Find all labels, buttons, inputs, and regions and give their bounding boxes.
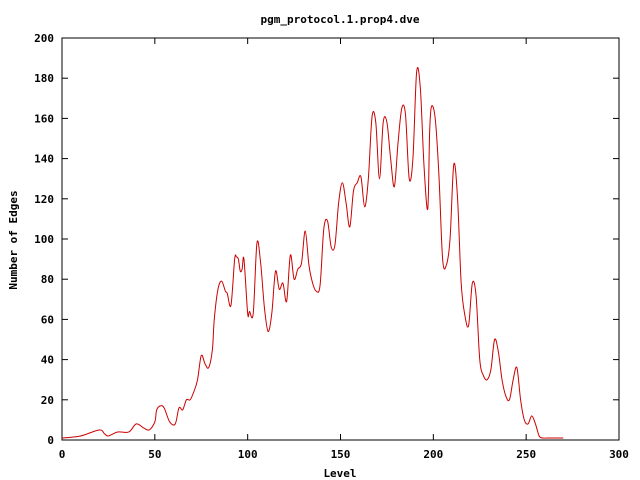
x-tick-label: 250	[516, 448, 536, 461]
x-tick-label: 150	[331, 448, 351, 461]
y-tick-label: 180	[34, 72, 54, 85]
x-tick-label: 50	[148, 448, 161, 461]
y-tick-label: 100	[34, 233, 54, 246]
y-tick-label: 20	[41, 394, 54, 407]
y-tick-label: 0	[47, 434, 54, 447]
x-tick-label: 200	[423, 448, 443, 461]
y-axis-label: Number of Edges	[7, 190, 20, 289]
x-axis-label: Level	[323, 467, 356, 480]
plot-area-border	[61, 37, 620, 441]
x-tick-label: 300	[609, 448, 629, 461]
y-tick-label: 80	[41, 273, 54, 286]
y-tick-label: 60	[41, 313, 54, 326]
chart-title: pgm_protocol.1.prop4.dve	[261, 13, 420, 26]
x-tick-label: 100	[238, 448, 258, 461]
series-line	[61, 67, 564, 439]
y-tick-label: 140	[34, 153, 54, 166]
y-tick-label: 160	[34, 112, 54, 125]
x-axis-ticks: 0 50 100 150 200 250 300	[59, 38, 629, 461]
x-tick-label: 0	[59, 448, 66, 461]
y-axis-ticks: 0 20 40 60 80 100 120 140 160 180 200	[34, 32, 619, 447]
y-tick-label: 40	[41, 354, 54, 367]
y-tick-label: 200	[34, 32, 54, 45]
y-tick-label: 120	[34, 193, 54, 206]
